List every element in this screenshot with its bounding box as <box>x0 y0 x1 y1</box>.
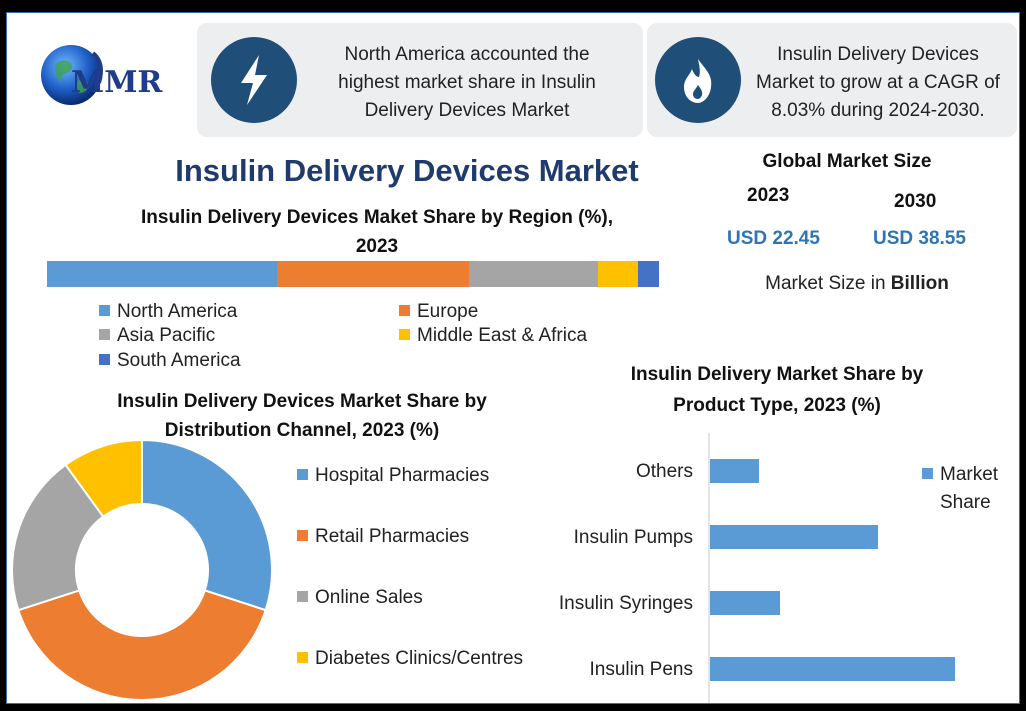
legend-swatch <box>297 469 308 480</box>
year-2030-label: 2030 <box>894 191 937 212</box>
note-unit: Billion <box>890 273 949 294</box>
category-label: Insulin Pens <box>589 659 693 680</box>
region-title-line: Insulin Delivery Devices Maket Share by … <box>141 207 613 228</box>
product-chart-title: Insulin Delivery Market Share by Product… <box>567 359 987 421</box>
infographic-canvas: MMR North America accounted the highest … <box>6 12 1020 704</box>
legend-swatch <box>922 468 933 479</box>
distribution-legend-item: Online Sales <box>297 587 423 609</box>
legend-label: Market <box>940 464 999 485</box>
mmr-logo: MMR <box>21 33 191 123</box>
legend-swatch <box>99 305 110 316</box>
region-bar-segment <box>597 261 638 287</box>
distribution-donut-chart <box>11 438 273 701</box>
info-line: North America accounted the <box>344 44 590 65</box>
region-stacked-bar <box>47 261 659 287</box>
legend-swatch <box>99 329 110 340</box>
distribution-legend-item: Retail Pharmacies <box>297 526 469 548</box>
region-bar-segment <box>47 261 277 287</box>
distribution-chart-title: Insulin Delivery Devices Market Share by… <box>67 387 537 445</box>
region-legend-item: Asia Pacific <box>99 325 215 347</box>
legend-label: South America <box>117 350 241 371</box>
legend-swatch <box>399 305 410 316</box>
info-line: 8.03% during 2024-2030. <box>771 100 985 121</box>
region-bar-segment <box>276 261 470 287</box>
lightning-icon <box>211 37 297 123</box>
product-legend: Market Share <box>922 461 998 517</box>
category-label: Others <box>636 461 693 482</box>
flame-icon <box>655 37 741 123</box>
note-prefix: Market Size in <box>765 273 891 294</box>
legend-label: Hospital Pharmacies <box>315 465 490 486</box>
product-title-line: Insulin Delivery Market Share by <box>630 364 924 385</box>
distribution-title-line: Insulin Delivery Devices Market Share by <box>117 391 487 412</box>
globe-icon <box>41 45 103 105</box>
value-2030: USD 38.55 <box>873 228 966 249</box>
region-legend-item: South America <box>99 350 241 372</box>
global-market-title: Global Market Size <box>762 151 932 172</box>
main-title: Insulin Delivery Devices Market <box>175 153 639 188</box>
info-box-region-text: North America accounted the highest mark… <box>297 41 637 125</box>
region-bar-segment <box>637 261 659 287</box>
region-legend-item: North America <box>99 301 237 323</box>
legend-swatch <box>297 530 308 541</box>
logo-text: MMR <box>71 65 163 100</box>
distribution-title-line: Distribution Channel, 2023 (%) <box>164 420 440 441</box>
category-label: Insulin Pumps <box>574 527 693 548</box>
donut-slice <box>64 438 143 519</box>
product-bar <box>710 525 878 549</box>
distribution-legend-item: Hospital Pharmacies <box>297 465 489 487</box>
product-title-line: Product Type, 2023 (%) <box>673 395 881 416</box>
region-chart-title: Insulin Delivery Devices Maket Share by … <box>92 203 662 261</box>
value-2023: USD 22.45 <box>727 228 820 249</box>
donut-slice <box>11 463 105 612</box>
region-legend-item: Middle East & Africa <box>399 325 587 347</box>
info-line: Insulin Delivery Devices <box>777 44 979 65</box>
legend-label: Asia Pacific <box>117 325 216 346</box>
region-legend-item: Europe <box>399 301 478 323</box>
info-box-cagr: Insulin Delivery Devices Market to grow … <box>647 23 1017 137</box>
region-title-line: 2023 <box>355 236 399 257</box>
category-label: Insulin Syringes <box>559 593 693 614</box>
info-line: Market to grow at a CAGR of <box>756 72 1000 93</box>
legend-swatch <box>297 591 308 602</box>
product-bar <box>710 657 955 681</box>
region-bar-segment <box>469 261 598 287</box>
legend-label: Retail Pharmacies <box>315 526 470 547</box>
legend-label: Share <box>940 492 991 513</box>
legend-swatch <box>399 329 410 340</box>
legend-label: Diabetes Clinics/Centres <box>315 648 524 669</box>
region-legend: North America Europe Asia Pacific Middle Ea… <box>99 301 659 381</box>
legend-swatch <box>297 652 308 663</box>
info-line: highest market share in Insulin <box>338 72 596 93</box>
product-bar <box>710 591 780 615</box>
legend-label: Online Sales <box>315 587 423 608</box>
donut-slice <box>17 589 267 701</box>
info-box-region: North America accounted the highest mark… <box>197 23 643 137</box>
legend-swatch <box>99 354 110 365</box>
market-size-note: Market Size in Billion <box>707 273 1007 295</box>
legend-label: Middle East & Africa <box>417 325 588 346</box>
product-bar-chart: Others Insulin Pumps Insulin Syringes Insul… <box>559 433 955 703</box>
legend-label: North America <box>117 301 238 322</box>
info-line: Delivery Devices Market <box>364 100 570 121</box>
distribution-legend-item: Diabetes Clinics/Centres <box>297 648 523 670</box>
legend-label: Europe <box>417 301 479 322</box>
product-bar <box>710 459 759 483</box>
year-2023-label: 2023 <box>747 185 790 206</box>
info-box-cagr-text: Insulin Delivery Devices Market to grow … <box>743 41 1013 125</box>
donut-slice <box>141 438 273 612</box>
